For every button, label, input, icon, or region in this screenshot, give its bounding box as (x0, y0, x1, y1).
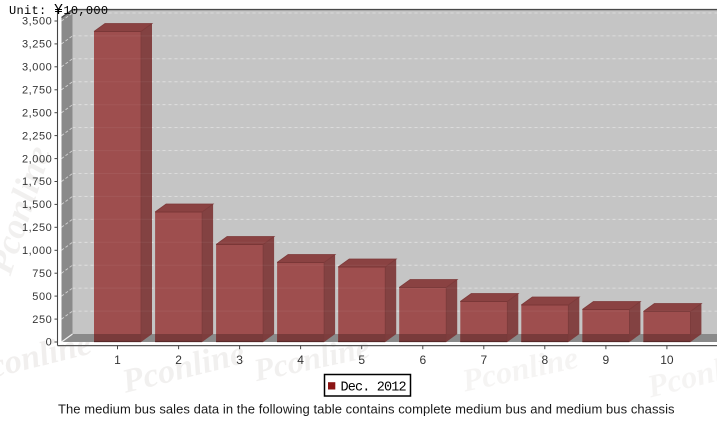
svg-text:6: 6 (419, 353, 426, 367)
svg-text:2: 2 (175, 353, 182, 367)
svg-text:9: 9 (603, 353, 610, 367)
svg-text:3: 3 (236, 353, 243, 367)
svg-text:10: 10 (660, 353, 674, 367)
svg-text:1: 1 (114, 353, 121, 367)
svg-text:8: 8 (541, 353, 548, 367)
svg-text:3,500: 3,500 (22, 16, 52, 28)
svg-text:1,250: 1,250 (22, 222, 52, 234)
svg-text:2,750: 2,750 (22, 85, 52, 97)
svg-text:7: 7 (480, 353, 487, 367)
svg-text:500: 500 (32, 291, 52, 303)
svg-text:250: 250 (32, 314, 52, 326)
svg-text:The medium bus sales data in t: The medium bus sales data in the followi… (58, 401, 675, 416)
svg-text:5: 5 (358, 353, 365, 367)
svg-text:750: 750 (32, 268, 52, 280)
svg-text:2,500: 2,500 (22, 107, 52, 119)
svg-text:3,250: 3,250 (22, 39, 52, 51)
svg-text:4: 4 (297, 353, 304, 367)
svg-text:Unit: ¥10,000: Unit: ¥10,000 (9, 2, 108, 19)
svg-text:0: 0 (46, 337, 53, 349)
svg-text:2,250: 2,250 (22, 130, 52, 142)
svg-text:3,000: 3,000 (22, 62, 52, 74)
svg-text:1,500: 1,500 (22, 199, 52, 211)
svg-text:2,000: 2,000 (22, 153, 52, 165)
svg-text:Dec. 2012: Dec. 2012 (341, 380, 407, 395)
svg-text:1,750: 1,750 (22, 176, 52, 188)
svg-text:1,000: 1,000 (22, 245, 52, 257)
